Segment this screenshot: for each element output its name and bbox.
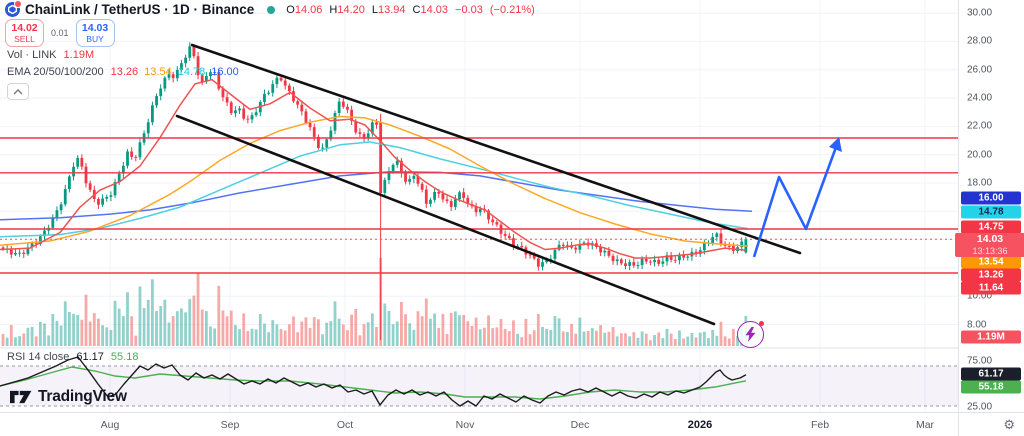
price-label: 61.17	[961, 367, 1021, 381]
volume-legend[interactable]: Vol · LINK 1.19M	[7, 49, 94, 61]
time-label: Feb	[810, 419, 830, 431]
time-label: Nov	[455, 419, 475, 431]
ema-100-line	[0, 141, 749, 238]
rsi-value: 61.17	[76, 351, 104, 363]
key-level-lines[interactable]	[0, 137, 958, 274]
change-percent: (−0.21%)	[489, 3, 535, 16]
ema-legend-values: 13.26 13.54 14.78 16.00	[111, 66, 245, 78]
ema-20-line	[0, 78, 746, 259]
market-status-icon	[267, 5, 276, 14]
rsi-ma-value: 55.18	[110, 351, 139, 363]
spread-value: 0.01	[51, 28, 69, 38]
time-label: Dec	[570, 419, 590, 431]
price-label: 14.75	[961, 220, 1021, 234]
price-scale[interactable]: 30.00 28.00 26.00 24.00 22.00 20.00 18.00 10.00…	[955, 0, 1024, 413]
axis-tick: 26.00	[967, 64, 993, 76]
price-label: 11.64	[961, 281, 1021, 295]
change-value: −0.03	[455, 3, 483, 16]
chainlink-logo-icon	[5, 0, 22, 17]
ohlc-segment: L13.94	[371, 3, 406, 16]
axis-tick: 75.00	[967, 355, 993, 367]
axis-tick: 10.00	[967, 290, 993, 302]
collapse-legend-button[interactable]	[7, 83, 29, 100]
symbol-header: ChainLink / TetherUS · 1D · Binance O14.…	[5, 0, 535, 17]
ema-200-line	[0, 170, 753, 221]
sell-button[interactable]: 14.02 SELL	[5, 19, 44, 47]
buy-label: BUY	[86, 33, 104, 44]
ema-legend-label: EMA 20/50/100/200	[7, 66, 104, 78]
price-label: 13.54	[961, 255, 1021, 269]
ema-legend-value: 16.00	[211, 66, 239, 78]
notification-dot-icon	[759, 321, 764, 326]
axis-tick: 18.00	[967, 177, 993, 189]
axis-tick: 25.00	[967, 401, 993, 413]
ohlc-segment: O14.06	[286, 3, 323, 16]
ohlc-values: O14.06 H14.20 L13.94 C14.03 −0.03 (−0.21%)	[286, 4, 535, 16]
sell-price: 14.02	[11, 21, 38, 34]
ohlc-segment: C14.03	[412, 3, 449, 16]
rsi-legend[interactable]: RSI 14 close 61.17 55.18	[7, 351, 138, 363]
tradingview-mark-icon	[10, 390, 32, 404]
tradingview-logo-text: TradingView	[38, 388, 127, 405]
flash-marker	[737, 321, 765, 349]
current-price-label: 14.03 13:13:36	[955, 233, 1024, 257]
axis-tick: 8.00	[967, 319, 987, 331]
axis-tick: 20.00	[967, 149, 993, 161]
ema-legend-value: 13.54	[144, 66, 172, 78]
rsi-ma-line	[0, 366, 747, 400]
price-label: 13.26	[961, 268, 1021, 282]
axis-tick: 22.00	[967, 120, 993, 132]
channel-lower[interactable]	[175, 114, 716, 326]
gridlines	[0, 0, 958, 412]
rsi-line	[0, 356, 747, 407]
price-label: 55.18	[961, 380, 1021, 394]
tradingview-logo[interactable]: TradingView	[10, 387, 127, 407]
sell-label: SELL	[14, 33, 35, 44]
volume-legend-label: Vol · LINK	[7, 49, 57, 61]
rsi-band	[0, 366, 958, 406]
time-scale[interactable]: Aug Sep Oct Nov Dec 2026 Feb Mar	[0, 412, 958, 436]
volume-legend-value: 1.19M	[63, 49, 95, 61]
chart-canvas[interactable]	[0, 0, 958, 412]
price-label: 14.78	[961, 205, 1021, 219]
time-label: Aug	[100, 419, 120, 431]
buy-price: 14.03	[81, 21, 109, 34]
time-label: Sep	[220, 419, 240, 431]
rsi-legend-label: RSI 14 close	[7, 351, 70, 363]
gear-icon[interactable]: ⚙	[1003, 417, 1015, 432]
ema-legend-value: 14.78	[177, 66, 206, 78]
buy-sell-widget: 14.02 SELL 0.01 14.03 BUY	[5, 19, 115, 47]
time-label: 2026	[687, 419, 713, 431]
ema-legend-value: 13.26	[110, 66, 139, 78]
axis-tick: 24.00	[967, 92, 993, 104]
volume-series	[1, 258, 748, 346]
time-label: Mar	[915, 419, 935, 431]
time-label: Oct	[336, 419, 354, 431]
price-label: 16.00	[961, 191, 1021, 205]
projection-arrow[interactable]	[752, 137, 842, 258]
symbol-title[interactable]: ChainLink / TetherUS · 1D · Binance	[25, 2, 255, 17]
channel-upper[interactable]	[190, 43, 802, 255]
ema-50-line	[0, 115, 749, 247]
ema-legend[interactable]: EMA 20/50/100/200 13.26 13.54 14.78 16.00	[7, 66, 245, 78]
axis-tick: 30.00	[967, 7, 993, 19]
axis-corner: ⚙	[958, 412, 1024, 436]
axis-tick: 28.00	[967, 35, 993, 47]
buy-button[interactable]: 14.03 BUY	[75, 19, 115, 47]
ohlc-segment: H14.20	[329, 3, 365, 16]
price-label: 1.19M	[961, 330, 1021, 344]
